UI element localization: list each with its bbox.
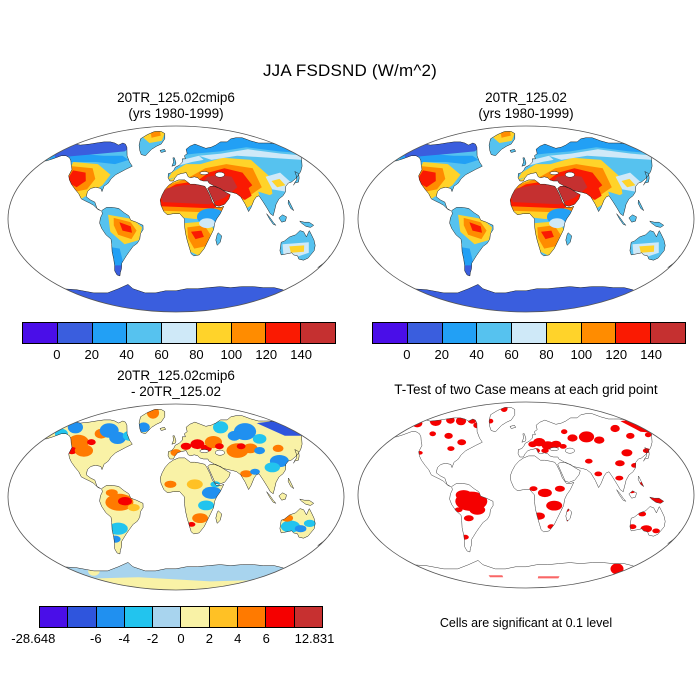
- colorbar-cell: [56, 322, 93, 344]
- colorbar-cell: [580, 322, 617, 344]
- colorbar-cell: [476, 322, 513, 344]
- colorbar-tick-label: 60: [154, 347, 169, 362]
- colorbar-cell: [180, 606, 210, 628]
- colorbar-tick-label: 100: [220, 347, 243, 362]
- map-content: [392, 407, 681, 588]
- world-map-ttest: [357, 401, 695, 589]
- colorbar-tick-label: 40: [469, 347, 484, 362]
- panel-title: 20TR_125.02 (yrs 1980-1999): [352, 90, 700, 122]
- colorbar-cell: [511, 322, 547, 344]
- colorbar-tick-label: 0: [53, 347, 61, 362]
- colorbar-cell: [195, 322, 232, 344]
- colorbar-cell: [406, 322, 443, 344]
- colorbar-tick-label: -4: [118, 631, 130, 646]
- panel-title: 20TR_125.02cmip6 - 20TR_125.02: [2, 368, 350, 400]
- world-map-model-cmip6: [7, 125, 345, 313]
- colorbar-cell: [123, 606, 154, 628]
- colorbar-tick-label: 100: [570, 347, 593, 362]
- colorbar-cell: [441, 322, 478, 344]
- colorbar-tick-label: 20: [84, 347, 99, 362]
- colorbar-ticks-model-cmip6: 0 20 40 60 80 100 120 140: [22, 347, 336, 363]
- panel-difference: 20TR_125.02cmip6 - 20TR_125.02 -28.648 -6…: [2, 368, 350, 647]
- colorbar-ticks-model-base: 0 20 40 60 80 100 120 140: [372, 347, 686, 363]
- colorbar-tick-label: 140: [640, 347, 662, 362]
- colorbar-cell: [161, 322, 197, 344]
- colorbar-cell: [91, 322, 128, 344]
- colorbar-model-cmip6: [22, 322, 337, 344]
- colorbar-tick-label: 20: [434, 347, 449, 362]
- colorbar-cell: [372, 322, 408, 344]
- map-boundary: [357, 401, 695, 589]
- panel-title-line2: (yrs 1980-1999): [128, 106, 224, 121]
- colorbar-cell: [237, 606, 267, 628]
- colorbar-cell: [67, 606, 97, 628]
- colorbar-cell: [208, 606, 239, 628]
- colorbar-cell: [615, 322, 652, 344]
- panel-title: 20TR_125.02cmip6 (yrs 1980-1999): [2, 90, 350, 122]
- colorbar-tick-label: 0: [403, 347, 411, 362]
- significance-caption: Cells are significant at 0.1 level: [439, 616, 613, 630]
- panel-title-line2: - 20TR_125.02: [130, 384, 222, 399]
- colorbar-tick-label: 2: [205, 631, 214, 646]
- colorbar-tick-label: -2: [146, 631, 159, 646]
- panel-model-base: 20TR_125.02 (yrs 1980-1999) 0 20 40 60 80 100…: [352, 90, 700, 363]
- map-content: [42, 409, 331, 590]
- map-boundary: [357, 125, 695, 313]
- map-content: [392, 131, 681, 312]
- land-layer: [42, 409, 331, 590]
- panel-title: T-Test of two Case means at each grid po…: [394, 382, 658, 397]
- colorbar-cell: [265, 322, 302, 344]
- data-layer: [392, 131, 664, 312]
- map-boundary: [7, 403, 345, 591]
- colorbar-cell: [126, 322, 163, 344]
- colorbar-tick-label: 120: [605, 347, 628, 362]
- colorbar-tick-label: -6: [90, 631, 102, 646]
- colorbar-tick-label: 6: [262, 631, 270, 646]
- colorbar-tick-label: 140: [290, 347, 312, 362]
- colorbar-tick-label: 12.831: [294, 631, 335, 646]
- colorbar-tick-label: -28.648: [11, 631, 56, 646]
- panel-ttest: T-Test of two Case means at each grid po…: [352, 368, 700, 630]
- colorbar-ticks-difference: -28.648 -6 -4 -2 0 2 4 6 12.831: [11, 631, 334, 647]
- colorbar-tick-label: 60: [504, 347, 519, 362]
- colorbar-cell: [39, 606, 69, 628]
- colorbar-cell: [300, 322, 337, 344]
- world-map-model-base: [357, 125, 695, 313]
- colorbar-tick-label: 80: [539, 347, 554, 362]
- colorbar-tick-label: 120: [255, 347, 278, 362]
- panel-model-cmip6: 20TR_125.02cmip6 (yrs 1980-1999) 0 20 40 60…: [2, 90, 350, 363]
- map-content: [42, 131, 331, 312]
- colorbar-model-base: [372, 322, 687, 344]
- figure-title: JJA FSDSND (W/m^2): [262, 61, 438, 80]
- colorbar-tick-label: 40: [119, 347, 134, 362]
- world-map-difference: [7, 403, 345, 591]
- colorbar-cell: [152, 606, 182, 628]
- map-boundary: [7, 125, 345, 313]
- panel-title-line1: 20TR_125.02cmip6: [117, 368, 235, 383]
- colorbar-cell: [293, 606, 323, 628]
- colorbar-cell: [22, 322, 58, 344]
- colorbar-difference: [39, 606, 323, 628]
- colorbar-tick-label: 0: [177, 631, 185, 646]
- colorbar-cell: [265, 606, 295, 628]
- panel-title-line1: 20TR_125.02cmip6: [117, 90, 235, 105]
- colorbar-cell: [230, 322, 267, 344]
- colorbar-tick-label: 4: [234, 631, 242, 646]
- colorbar-cell: [95, 606, 125, 628]
- colorbar-cell: [650, 322, 687, 344]
- colorbar-cell: [545, 322, 582, 344]
- colorbar-tick-label: 80: [189, 347, 204, 362]
- panel-title-line1: 20TR_125.02: [485, 90, 567, 105]
- panel-title-line2: (yrs 1980-1999): [478, 106, 574, 121]
